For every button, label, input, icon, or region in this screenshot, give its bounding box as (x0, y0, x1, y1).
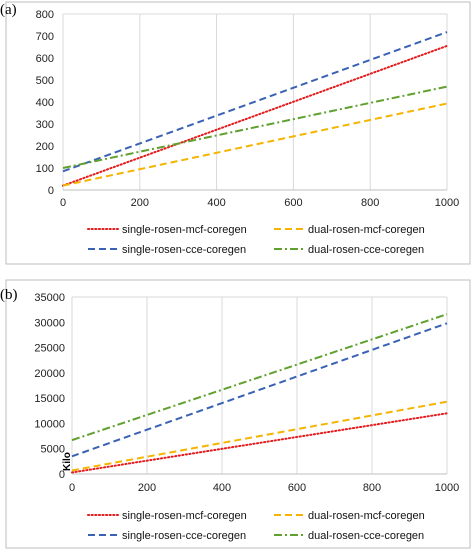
series-line-single-rosen-mcf-coregen (71, 412, 448, 474)
chart-panel-b: 0 5000 10000 15000 20000 25000 30000 35000 0 200 4… (0, 279, 471, 549)
chart-frame (5, 1, 471, 265)
y-tick-label: 200 (36, 141, 54, 153)
legend-label: dual-rosen-mcf-coregen (308, 224, 425, 236)
series-line-dual-rosen-cce-coregen (62, 85, 448, 169)
x-tick-label: 0 (60, 197, 66, 209)
chart-panel-a: 0 100 200 300 400 500 600 700 800 0 200 400 600 800 10… (0, 1, 471, 265)
y-tick-label: 700 (36, 31, 54, 43)
x-tick-label: 600 (288, 482, 306, 494)
y-tick-label: 0 (48, 185, 54, 197)
legend-label: dual-rosen-cce-coregen (308, 530, 424, 542)
y-tick-label: 400 (36, 97, 54, 109)
legend-label: dual-rosen-cce-coregen (308, 244, 424, 256)
panel-label: (a) (0, 2, 17, 18)
legend-label: single-rosen-cce-coregen (122, 244, 246, 256)
legend-label: single-rosen-mcf-coregen (122, 510, 247, 522)
x-tick-label: 1000 (435, 197, 459, 209)
x-tick-label: 400 (207, 197, 225, 209)
legend-label: single-rosen-mcf-coregen (122, 224, 247, 236)
y-tick-label: 500 (36, 75, 54, 87)
x-tick-label: 600 (284, 197, 302, 209)
x-tick-label: 0 (69, 482, 75, 494)
x-tick-label: 200 (138, 482, 156, 494)
y-tick-label: 25000 (34, 343, 65, 355)
series-line-single-rosen-cce-coregen (62, 31, 448, 173)
y-tick-label: 0 (59, 469, 65, 481)
y-tick-label: 35000 (34, 292, 65, 304)
legend-label: single-rosen-cce-coregen (122, 530, 246, 542)
y-tick-label: 30000 (34, 317, 65, 329)
y-tick-label: 800 (36, 9, 54, 21)
x-tick-label: 200 (131, 197, 149, 209)
x-tick-label: 400 (213, 482, 231, 494)
y-tick-label: 15000 (34, 393, 65, 405)
chart-frame (5, 279, 471, 549)
y-tick-label: 10000 (34, 418, 65, 430)
y-tick-label: 5000 (41, 444, 65, 456)
legend-label: dual-rosen-mcf-coregen (308, 510, 425, 522)
x-tick-label: 800 (363, 482, 381, 494)
y-tick-label: 100 (36, 163, 54, 175)
series-line-single-rosen-mcf-coregen (62, 44, 448, 187)
series-line-single-rosen-cce-coregen (71, 322, 448, 458)
x-tick-label: 1000 (435, 482, 459, 494)
y-tick-label: 300 (36, 119, 54, 131)
y-tick-label: 600 (36, 53, 54, 65)
series-line-dual-rosen-cce-coregen (71, 313, 448, 442)
panel-label: (b) (0, 287, 18, 303)
y-axis-label: Kilo (62, 452, 73, 471)
series-line-dual-rosen-mcf-coregen (71, 400, 448, 472)
y-tick-label: 20000 (34, 368, 65, 380)
x-tick-label: 800 (361, 197, 379, 209)
